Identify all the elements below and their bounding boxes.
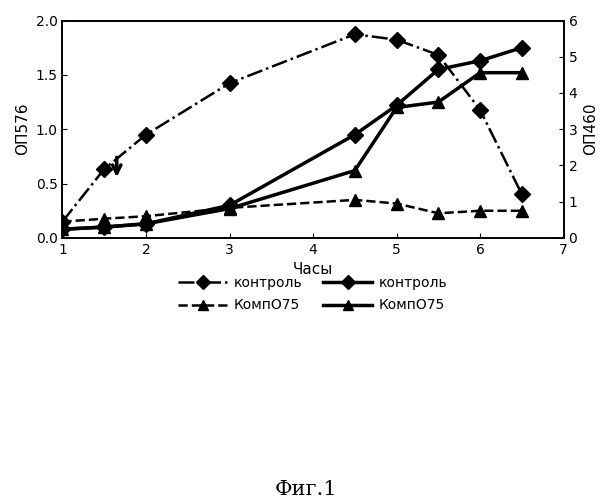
Legend: контроль, КомпО75, контроль, КомпО75: контроль, КомпО75, контроль, КомпО75 <box>173 270 453 318</box>
X-axis label: Часы: Часы <box>293 262 333 278</box>
Text: Фиг.1: Фиг.1 <box>275 480 338 499</box>
Y-axis label: ОП460: ОП460 <box>583 103 598 156</box>
Y-axis label: ОП576: ОП576 <box>15 103 30 156</box>
